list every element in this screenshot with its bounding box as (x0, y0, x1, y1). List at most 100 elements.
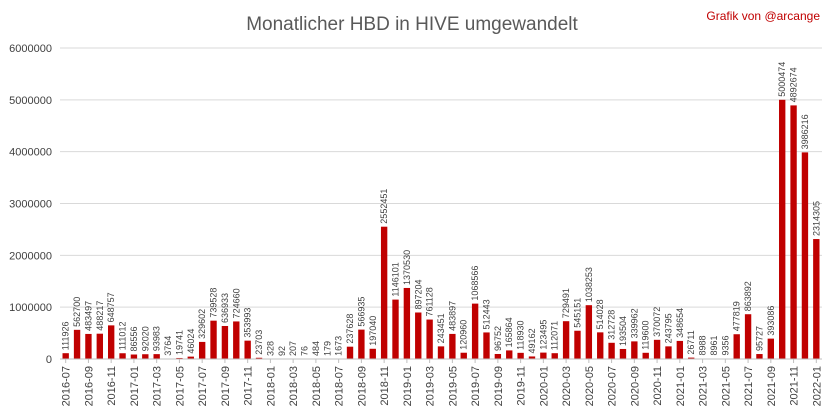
bar (62, 353, 69, 359)
data-label: 477819 (732, 301, 742, 331)
x-tick-label: 2021-07 (743, 366, 755, 406)
data-label: 123495 (538, 320, 548, 350)
bar (255, 357, 263, 359)
bar (403, 287, 411, 359)
data-label: 724660 (231, 288, 241, 318)
data-label: 120960 (459, 320, 469, 350)
x-tick-label: 2021-03 (698, 366, 710, 406)
bar (471, 303, 479, 359)
y-axis: 0 1000000 2000000 3000000 4000000 5000000 6000… (9, 43, 52, 366)
x-tick-label: 2017-03 (152, 366, 164, 406)
data-label: 3986216 (800, 114, 810, 149)
data-label: 353993 (243, 308, 253, 338)
bar (460, 352, 467, 359)
data-label: 237628 (345, 314, 355, 344)
x-tick-label: 2019-07 (470, 366, 482, 406)
bar (665, 346, 672, 359)
y-tick-label: 3000000 (9, 199, 52, 211)
data-label: 165864 (504, 317, 514, 347)
bar (415, 312, 422, 359)
bar (392, 299, 399, 359)
bar (107, 325, 115, 359)
data-label: 1038253 (584, 267, 594, 302)
data-label: 483897 (447, 301, 457, 331)
x-tick-label: 2017-07 (197, 366, 209, 406)
bar (585, 305, 593, 359)
data-label: 119600 (641, 320, 651, 349)
y-tick-label: 0 (46, 354, 52, 366)
bar (767, 338, 775, 359)
data-label: 328 (265, 341, 275, 356)
bar (619, 348, 627, 359)
data-label: 312728 (607, 310, 617, 340)
x-tick-label: 2021-11 (789, 366, 801, 406)
bar (142, 354, 149, 359)
bar (562, 321, 570, 359)
bar (653, 339, 661, 359)
x-tick-label: 2018-09 (356, 366, 368, 406)
data-label: 648757 (106, 292, 116, 322)
data-label: 243795 (663, 313, 673, 343)
bar (210, 320, 217, 359)
x-tick-label: 2019-01 (402, 366, 414, 406)
bar (96, 333, 103, 359)
data-label: 348654 (675, 308, 685, 338)
x-tick-label: 2016-07 (61, 366, 73, 406)
bar (233, 321, 240, 359)
bar (801, 152, 809, 359)
bar (608, 342, 615, 359)
data-label: 8961 (709, 336, 719, 356)
data-label: 5000474 (777, 62, 787, 97)
data-label: 111926 (61, 321, 71, 350)
bar (187, 356, 194, 359)
x-tick-label: 2019-11 (516, 366, 528, 406)
x-tick-label: 2021-05 (720, 366, 732, 406)
bar (574, 330, 581, 359)
bar (358, 329, 365, 359)
bar (688, 357, 695, 359)
bar (449, 333, 456, 359)
x-tick-label: 2020-11 (652, 366, 664, 406)
data-label: 23703 (254, 330, 264, 355)
bar (85, 333, 92, 359)
data-label: 729491 (561, 288, 571, 318)
data-label: 2552451 (379, 189, 389, 224)
bar (483, 332, 490, 359)
x-tick-label: 2022-01 (811, 366, 823, 406)
data-label: 2314305 (811, 201, 821, 236)
bar (506, 350, 513, 359)
bar (119, 353, 126, 359)
data-label: 92 (277, 346, 287, 356)
data-label: 19741 (174, 330, 184, 355)
x-tick-label: 2018-03 (288, 366, 300, 406)
x-tick-label: 2018-11 (379, 366, 391, 406)
x-tick-label: 2019-09 (493, 366, 505, 406)
x-tick-label: 2018-01 (265, 366, 277, 406)
bar (73, 329, 81, 359)
x-tick-label: 2018-07 (334, 366, 346, 406)
bar (551, 353, 558, 359)
y-tick-label: 6000000 (9, 43, 52, 55)
data-label: 95727 (754, 326, 764, 351)
x-axis: 2016-07 2016-09 2016-11 2017-01 2017-03 2017-… (60, 358, 823, 406)
data-label: 193504 (618, 316, 628, 346)
bar (244, 340, 251, 359)
x-tick-label: 2017-09 (220, 366, 232, 406)
data-label: 897204 (413, 279, 423, 309)
data-label: 739528 (209, 288, 219, 318)
bar (756, 354, 763, 359)
x-tick-label: 2019-05 (447, 366, 459, 406)
data-label: 636933 (220, 293, 230, 323)
bar (676, 340, 684, 359)
data-label: 46024 (186, 329, 196, 354)
bars (62, 99, 820, 360)
bar (790, 105, 797, 360)
bar (517, 352, 524, 359)
data-label: 370072 (652, 307, 662, 337)
x-tick-label: 2017-11 (243, 366, 255, 406)
bar (198, 341, 206, 359)
bar (380, 226, 388, 359)
x-tick-label: 2021-09 (766, 366, 778, 406)
bar (597, 332, 604, 359)
